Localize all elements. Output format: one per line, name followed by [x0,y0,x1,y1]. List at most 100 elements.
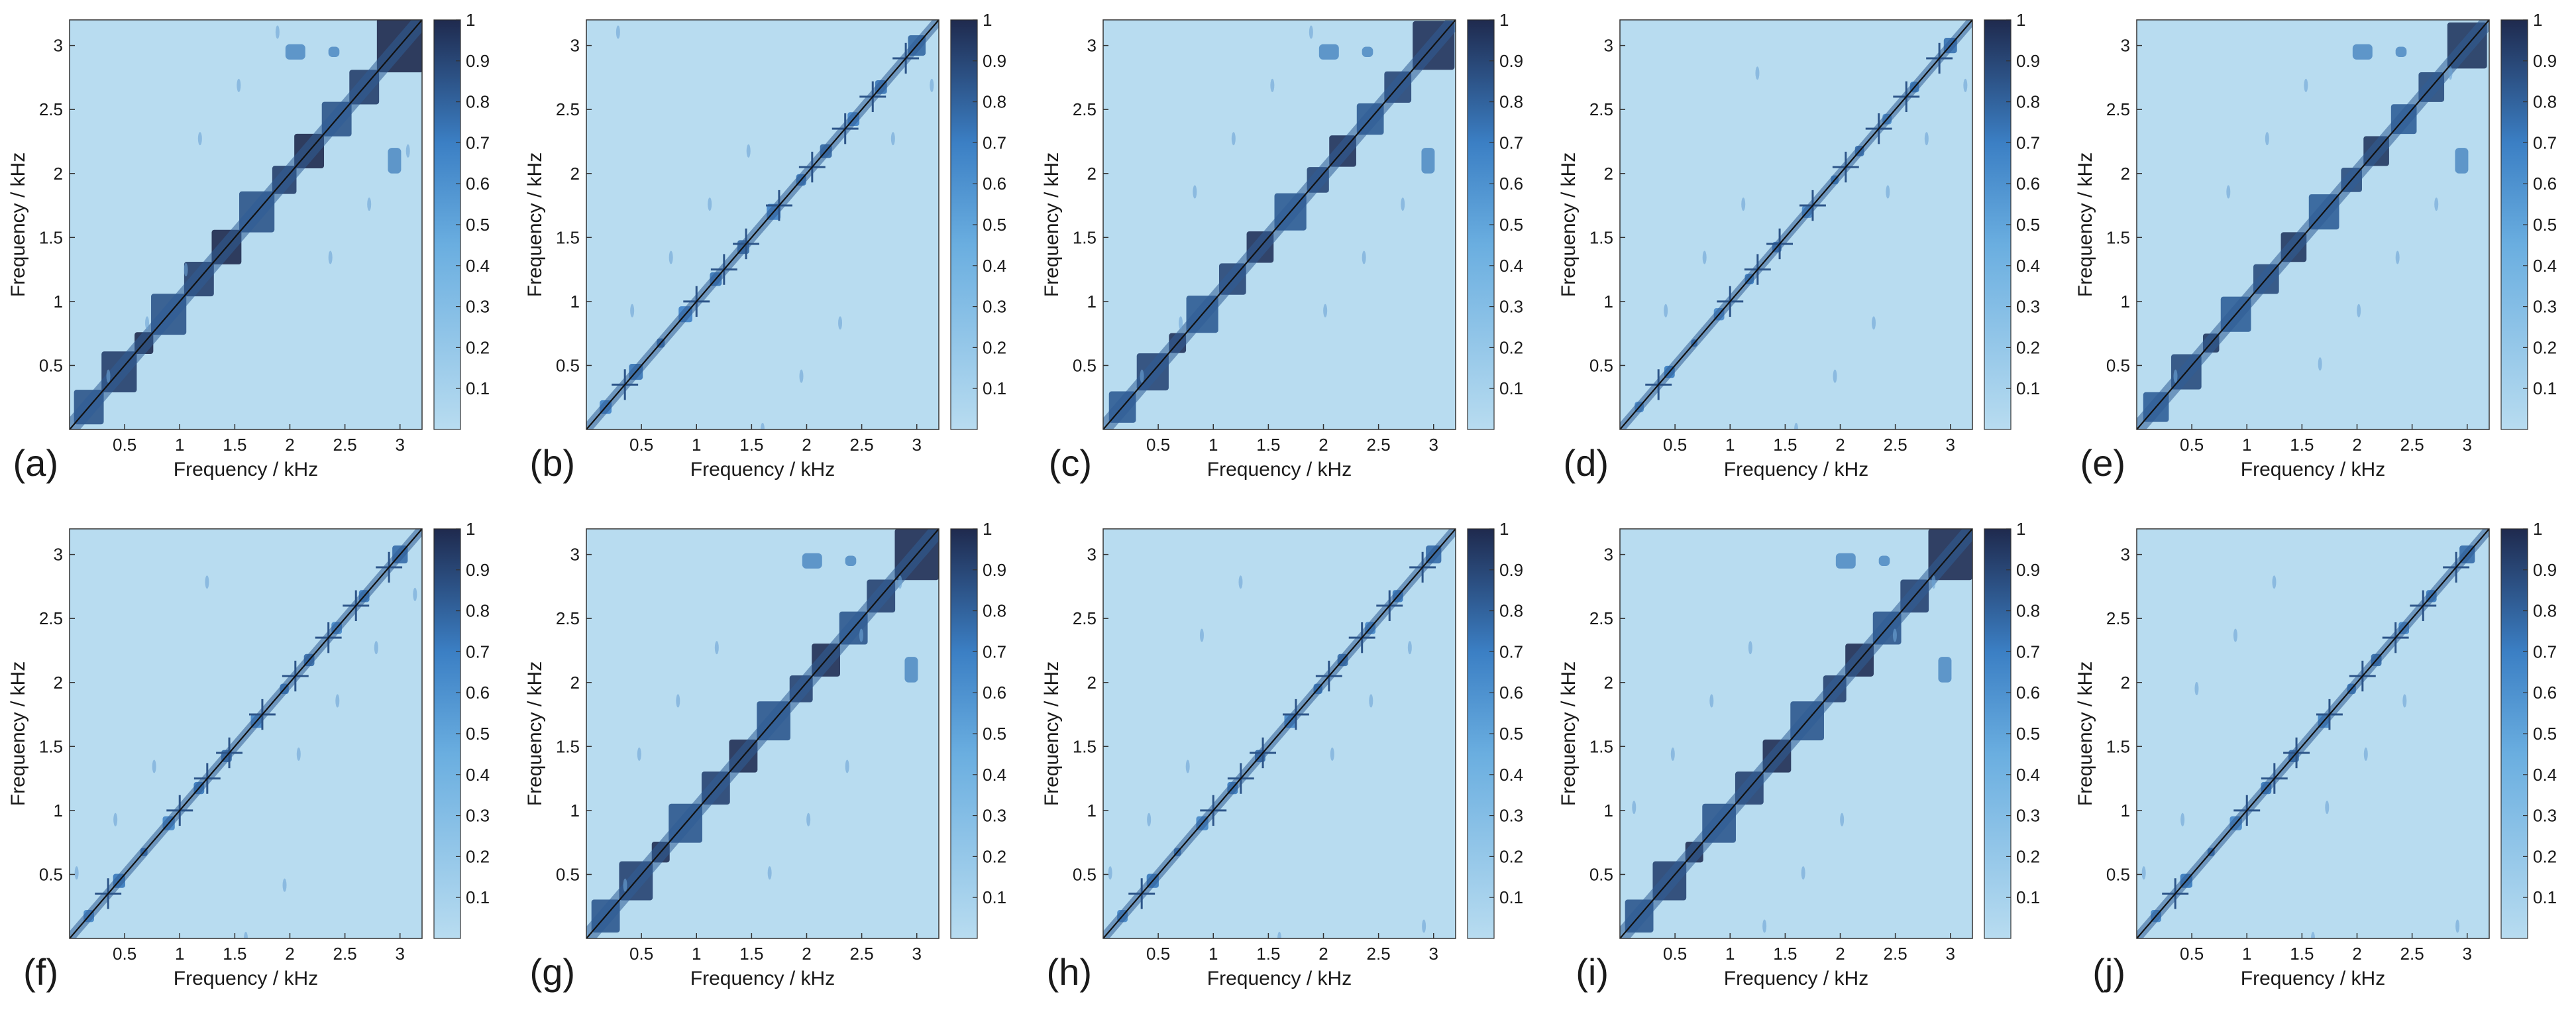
y-tick-label: 0.5 [39,864,63,884]
colorbar-tick-label: 0.9 [1499,560,1523,580]
y-tick-label: 2.5 [1589,608,1613,628]
x-tick-label: 0.5 [2180,435,2204,455]
colorbar-tick-label: 0.5 [983,215,1006,235]
y-tick-label: 3 [570,545,580,565]
x-tick-label: 2.5 [1884,435,1907,455]
colorbar-tick-label: 0.3 [466,806,490,826]
y-tick-label: 2 [2121,164,2130,184]
x-tick-label: 1.5 [1256,944,1280,964]
colorbar-tick-label: 1 [466,519,475,539]
speckle [616,25,620,39]
y-tick-label: 2 [1087,164,1097,184]
y-tick-label: 1 [570,801,580,820]
heatmap-cells [70,529,422,938]
colorbar-tick-label: 0.2 [983,846,1006,866]
colorbar-tick-label: 0.1 [466,378,490,398]
speckle [2455,919,2460,933]
panel-label: (e) [2080,442,2125,484]
panel-j: 0.5 1 1.5 2 2.5 3 0.5 1 1.5 2 2.5 3 Frequency / kHz F… [2074,519,2557,993]
offdiagonal-cluster [845,555,857,567]
speckle [2434,197,2439,211]
colorbar-tick-label: 0.8 [983,92,1006,112]
offdiagonal-cluster [328,46,340,58]
heatmap-cells [1620,20,1972,429]
speckle [1270,78,1275,92]
speckle [2180,813,2185,826]
colorbar-tick-label: 0.4 [983,765,1006,785]
y-tick-label: 1.5 [1073,736,1097,756]
panel-c: 0.5 1 1.5 2 2.5 3 0.5 1 1.5 2 2.5 3 Frequency / kHz F… [1041,10,1523,484]
y-tick-label: 2.5 [556,99,580,119]
colorbar-tick-label: 0.2 [2533,846,2557,866]
speckle [761,423,765,429]
x-axis-label: Frequency / kHz [1207,459,1352,480]
y-tick-label: 2 [54,164,63,184]
speckle [1193,185,1197,199]
colorbar-tick-label: 0.9 [983,51,1006,71]
axes-frame [1102,19,1456,430]
speckle [1741,197,1746,211]
offdiagonal-cluster [285,44,305,60]
speckle [282,878,287,892]
colorbar-tick-label: 0.4 [2533,256,2557,276]
colorbar-tick-label: 0.5 [983,724,1006,744]
panel-e: 0.5 1 1.5 2 2.5 3 0.5 1 1.5 2 2.5 3 Frequency / kHz F… [2074,10,2557,484]
colorbar-tick-label: 0.2 [1499,846,1523,866]
y-axis-label: Frequency / kHz [524,152,546,297]
colorbar-tick-label: 0.5 [466,215,490,235]
x-tick-label: 2 [1835,435,1845,455]
x-tick-label: 3 [2463,944,2472,964]
speckle [859,628,863,642]
speckle [2141,866,2146,880]
x-tick-label: 1 [1208,944,1218,964]
colorbar-tick-label: 0.9 [2533,51,2557,71]
x-axis-label: Frequency / kHz [1207,968,1352,989]
speckle [275,25,280,39]
y-axis-label: Frequency / kHz [2074,152,2096,297]
colorbar-tick-label: 0.6 [2016,683,2040,703]
y-axis-label: Frequency / kHz [1558,661,1580,806]
x-tick-label: 1 [692,944,701,964]
y-tick-label: 1.5 [1589,736,1613,756]
speckle [2448,66,2453,80]
x-tick-label: 1.5 [1256,435,1280,455]
y-axis-label: Frequency / kHz [524,661,546,806]
colorbar-tick-label: 1 [2533,519,2542,539]
colorbar-tick-label: 0.8 [2533,601,2557,621]
x-axis-label: Frequency / kHz [2241,459,2385,480]
speckle [1199,628,1204,642]
speckle [1886,185,1890,199]
x-tick-label: 2.5 [333,944,357,964]
y-tick-label: 1.5 [39,736,63,756]
colorbar-tick-label: 0.7 [1499,133,1523,152]
offdiagonal-cluster [1835,553,1856,569]
speckle [838,316,843,330]
speckle [1709,694,1714,708]
colorbar-tick-label: 0.2 [1499,337,1523,357]
y-axis-label: Frequency / kHz [2074,661,2096,806]
panel-label: (g) [530,951,575,993]
speckle [630,304,635,317]
colorbar-tick-label: 0.9 [983,560,1006,580]
heatmap-cells [1103,20,1456,429]
identity-line [1103,20,1456,429]
axes-frame [1619,528,1973,939]
x-tick-label: 2.5 [850,435,874,455]
x-tick-label: 1 [1725,944,1735,964]
y-tick-label: 0.5 [1073,864,1097,884]
x-tick-label: 2 [802,944,811,964]
axes-frame [2136,528,2490,939]
y-tick-label: 0.5 [556,864,580,884]
colorbar-tick-label: 0.6 [983,683,1006,703]
colorbar-tick-label: 0.6 [2533,683,2557,703]
colorbar-tick-label: 0.7 [2016,133,2040,152]
colorbar-tick-label: 0.2 [466,337,490,357]
speckle [237,78,241,92]
colorbar-tick-label: 0.2 [983,337,1006,357]
colorbar-tick-label: 0.5 [1499,724,1523,744]
speckle [1147,813,1152,826]
x-tick-label: 3 [396,435,405,455]
y-tick-label: 1 [54,292,63,311]
offdiagonal-cluster [802,553,822,569]
y-tick-label: 0.5 [1589,355,1613,375]
